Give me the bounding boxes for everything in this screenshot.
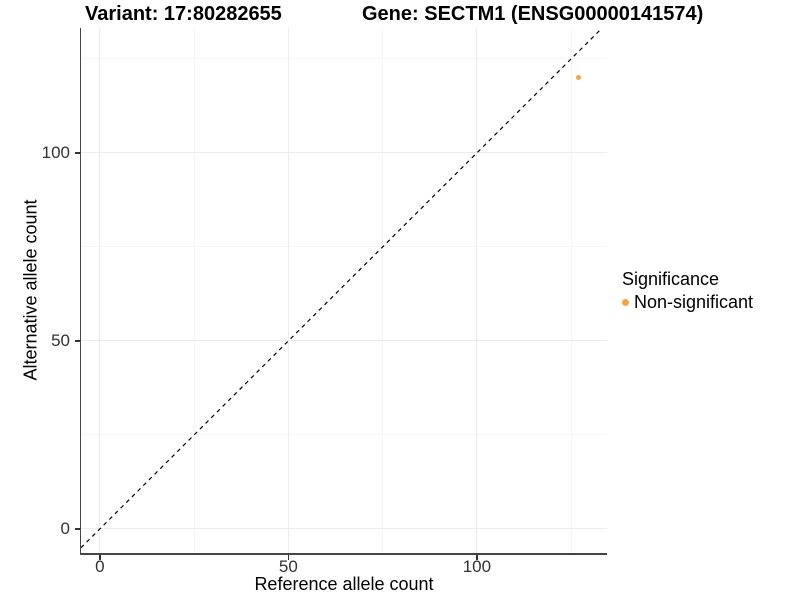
y-major-gridline (81, 340, 607, 342)
y-major-gridline (81, 528, 607, 530)
legend-item-non-significant: Non-significant (622, 291, 753, 313)
x-major-gridline (287, 28, 289, 553)
y-axis-line (79, 28, 81, 555)
x-minor-gridline (382, 28, 384, 553)
y-tick-label: 50 (51, 330, 70, 350)
legend-item-label: Non-significant (634, 292, 754, 312)
legend-point-icon (622, 298, 629, 306)
x-tick-label: 50 (278, 557, 298, 576)
x-axis-title: Reference allele count (254, 574, 434, 594)
y-minor-gridline (81, 58, 607, 60)
x-minor-gridline (570, 28, 572, 553)
y-major-gridline (81, 152, 607, 154)
x-major-gridline (476, 28, 478, 553)
y-tick-mark (74, 340, 80, 342)
y-tick-label: 0 (60, 518, 70, 538)
plot-panel (81, 28, 607, 553)
y-axis-title: Alternative allele count (20, 199, 41, 381)
legend: Significance Non-significant (622, 268, 753, 313)
y-minor-gridline (81, 246, 607, 248)
x-tick-label: 100 (462, 557, 492, 576)
y-tick-label: 100 (41, 142, 70, 162)
data-point (576, 75, 582, 81)
y-tick-mark (74, 528, 80, 530)
x-tick-mark (99, 554, 101, 560)
plot-title-gene: Gene: SECTM1 (ENSG00000141574) (362, 3, 704, 25)
x-major-gridline (99, 28, 101, 553)
legend-title: Significance (622, 269, 720, 289)
x-tick-mark (287, 554, 290, 560)
x-axis-line (79, 553, 607, 555)
x-tick-label: 0 (95, 557, 105, 576)
y-tick-mark (74, 152, 80, 154)
y-minor-gridline (81, 434, 607, 436)
x-minor-gridline (193, 28, 195, 553)
x-tick-mark (476, 554, 478, 560)
plot-title-variant: Variant: 17:80282655 (85, 3, 282, 25)
